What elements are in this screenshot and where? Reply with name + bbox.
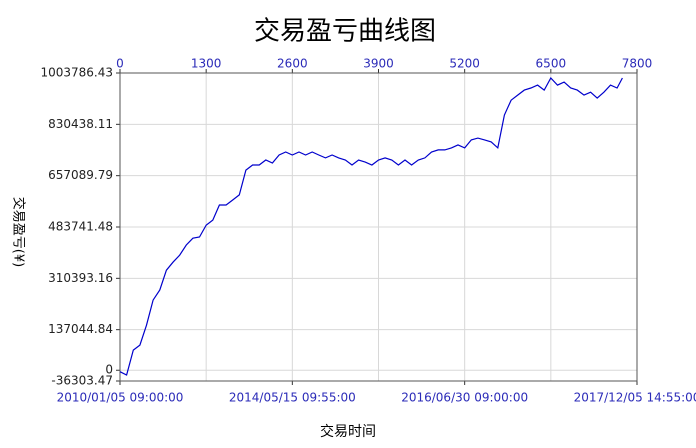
- y-tick-label: 0: [105, 363, 113, 377]
- x-axis-label: 交易时间: [320, 423, 376, 440]
- x-tick-label: 2010/01/05 09:00:00: [57, 391, 184, 405]
- x-top-tick-label: 0: [116, 57, 124, 71]
- x-tick-label: 2014/05/15 09:55:00: [229, 391, 356, 405]
- x-tick-label: 2016/06/30 09:00:00: [401, 391, 528, 405]
- chart-title: 交易盈亏曲线图: [254, 17, 436, 47]
- x-top-tick-label: 3900: [363, 57, 394, 71]
- y-tick-label: 830438.11: [48, 117, 113, 131]
- x-top-tick-label: 1300: [191, 57, 222, 71]
- x-top-tick-label: 7800: [622, 57, 653, 71]
- pnl-line: [119, 76, 623, 376]
- x-top-tick-label: 5200: [449, 57, 480, 71]
- y-tick-label: 657089.79: [48, 168, 113, 182]
- y-tick-label: -36303.47: [51, 374, 113, 388]
- x-tick-label: 2017/12/05 14:55:00: [574, 391, 696, 405]
- plot-border: [119, 72, 638, 382]
- y-tick-label: 1003786.43: [40, 66, 113, 80]
- x-top-tick-label: 6500: [536, 57, 567, 71]
- y-axis-label: 交易盈亏(¥): [11, 197, 27, 267]
- y-tick-label: 483741.48: [48, 220, 113, 234]
- x-top-tick-label: 2600: [277, 57, 308, 71]
- y-tick-label: 310393.16: [48, 271, 113, 285]
- y-tick-label: 137044.84: [48, 322, 113, 336]
